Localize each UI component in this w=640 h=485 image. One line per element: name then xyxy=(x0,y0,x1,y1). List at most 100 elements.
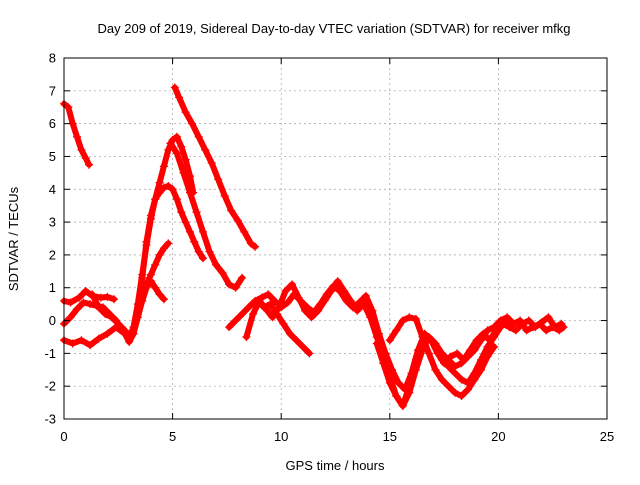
series-arc7 xyxy=(170,83,260,251)
data-point xyxy=(503,313,512,322)
data-point xyxy=(151,283,160,292)
data-point xyxy=(205,247,214,256)
data-point xyxy=(398,401,407,410)
data-point xyxy=(555,326,564,335)
data-point xyxy=(444,355,453,364)
data-point xyxy=(68,339,77,348)
data-point xyxy=(225,280,234,289)
data-point xyxy=(73,132,81,141)
data-point xyxy=(327,287,336,295)
data-point xyxy=(231,316,240,325)
data-point xyxy=(259,303,268,312)
data-point xyxy=(270,296,279,305)
data-point xyxy=(451,388,459,397)
data-point xyxy=(207,159,216,167)
axis-ticks: -3 -2 -1 0 1 2 3 4 5 6 7 8 0 5 10 15 20 25 xyxy=(44,51,614,445)
data-point xyxy=(509,319,518,328)
data-point xyxy=(451,362,459,371)
y-tick-label: 1 xyxy=(49,280,56,295)
data-point xyxy=(279,319,288,328)
data-point xyxy=(464,352,472,361)
data-point xyxy=(372,339,381,348)
y-tick-label: 2 xyxy=(49,247,56,262)
data-point xyxy=(333,277,342,286)
data-point xyxy=(431,365,440,374)
data-point xyxy=(477,336,485,345)
x-tick-label: 0 xyxy=(60,429,67,444)
data-point xyxy=(244,303,253,312)
y-tick-label: 0 xyxy=(49,313,56,328)
data-point xyxy=(172,195,181,204)
data-point xyxy=(477,365,485,374)
x-tick-label: 25 xyxy=(600,429,614,444)
data-point xyxy=(164,239,173,248)
data-point xyxy=(159,183,168,192)
data-point xyxy=(159,162,168,171)
data-point xyxy=(246,239,255,248)
data-point xyxy=(133,313,142,322)
data-point xyxy=(251,242,260,251)
data-point xyxy=(172,149,181,158)
data-point xyxy=(535,319,544,328)
data-point xyxy=(159,295,168,304)
data-point xyxy=(107,313,116,322)
data-point xyxy=(146,211,155,220)
data-point xyxy=(77,145,86,154)
data-point xyxy=(361,291,370,300)
data-point xyxy=(138,296,147,305)
data-point xyxy=(177,208,186,217)
data-point xyxy=(418,333,427,341)
data-point xyxy=(298,342,307,351)
data-point xyxy=(431,339,440,348)
data-point xyxy=(470,346,479,355)
y-tick-label: 5 xyxy=(49,149,56,164)
plot-frame xyxy=(63,57,608,420)
data-point xyxy=(73,305,81,314)
data-point xyxy=(199,227,207,236)
data-point xyxy=(385,336,394,345)
data-point xyxy=(249,310,257,318)
data-point xyxy=(320,296,329,305)
data-point xyxy=(181,155,190,164)
series-arc13 xyxy=(385,313,499,400)
data-point xyxy=(483,352,492,361)
data-point xyxy=(201,145,210,154)
data-point xyxy=(305,349,314,358)
x-tick-label: 5 xyxy=(169,429,176,444)
data-point xyxy=(120,329,129,338)
data-point xyxy=(457,375,466,384)
data-point xyxy=(314,306,323,315)
data-point xyxy=(194,132,203,141)
y-tick-label: -2 xyxy=(44,379,56,394)
data-point xyxy=(255,296,264,305)
series-arc2 xyxy=(60,287,118,307)
data-point xyxy=(385,378,394,387)
data-point xyxy=(155,250,164,259)
data-point xyxy=(175,93,184,102)
data-point xyxy=(437,349,446,358)
data-point xyxy=(233,216,242,225)
data-point xyxy=(288,280,297,289)
series-trace xyxy=(139,278,167,304)
data-point xyxy=(85,160,93,169)
data-point xyxy=(186,227,194,236)
data-point xyxy=(272,310,281,318)
data-point xyxy=(77,336,86,345)
data-point xyxy=(231,283,240,292)
y-tick-label: 7 xyxy=(49,83,56,98)
data-point xyxy=(548,323,557,332)
y-tick-label: 6 xyxy=(49,116,56,131)
data-point xyxy=(444,382,453,391)
data-point xyxy=(505,323,514,332)
data-point xyxy=(181,108,190,117)
data-point xyxy=(220,191,229,200)
y-axis-label: SDTVAR / TECUs xyxy=(6,186,21,291)
data-point xyxy=(212,260,220,269)
data-point xyxy=(496,316,505,325)
data-point xyxy=(542,326,551,335)
data-point xyxy=(353,306,362,315)
data-point xyxy=(151,195,160,204)
series-arc5 xyxy=(60,239,173,350)
